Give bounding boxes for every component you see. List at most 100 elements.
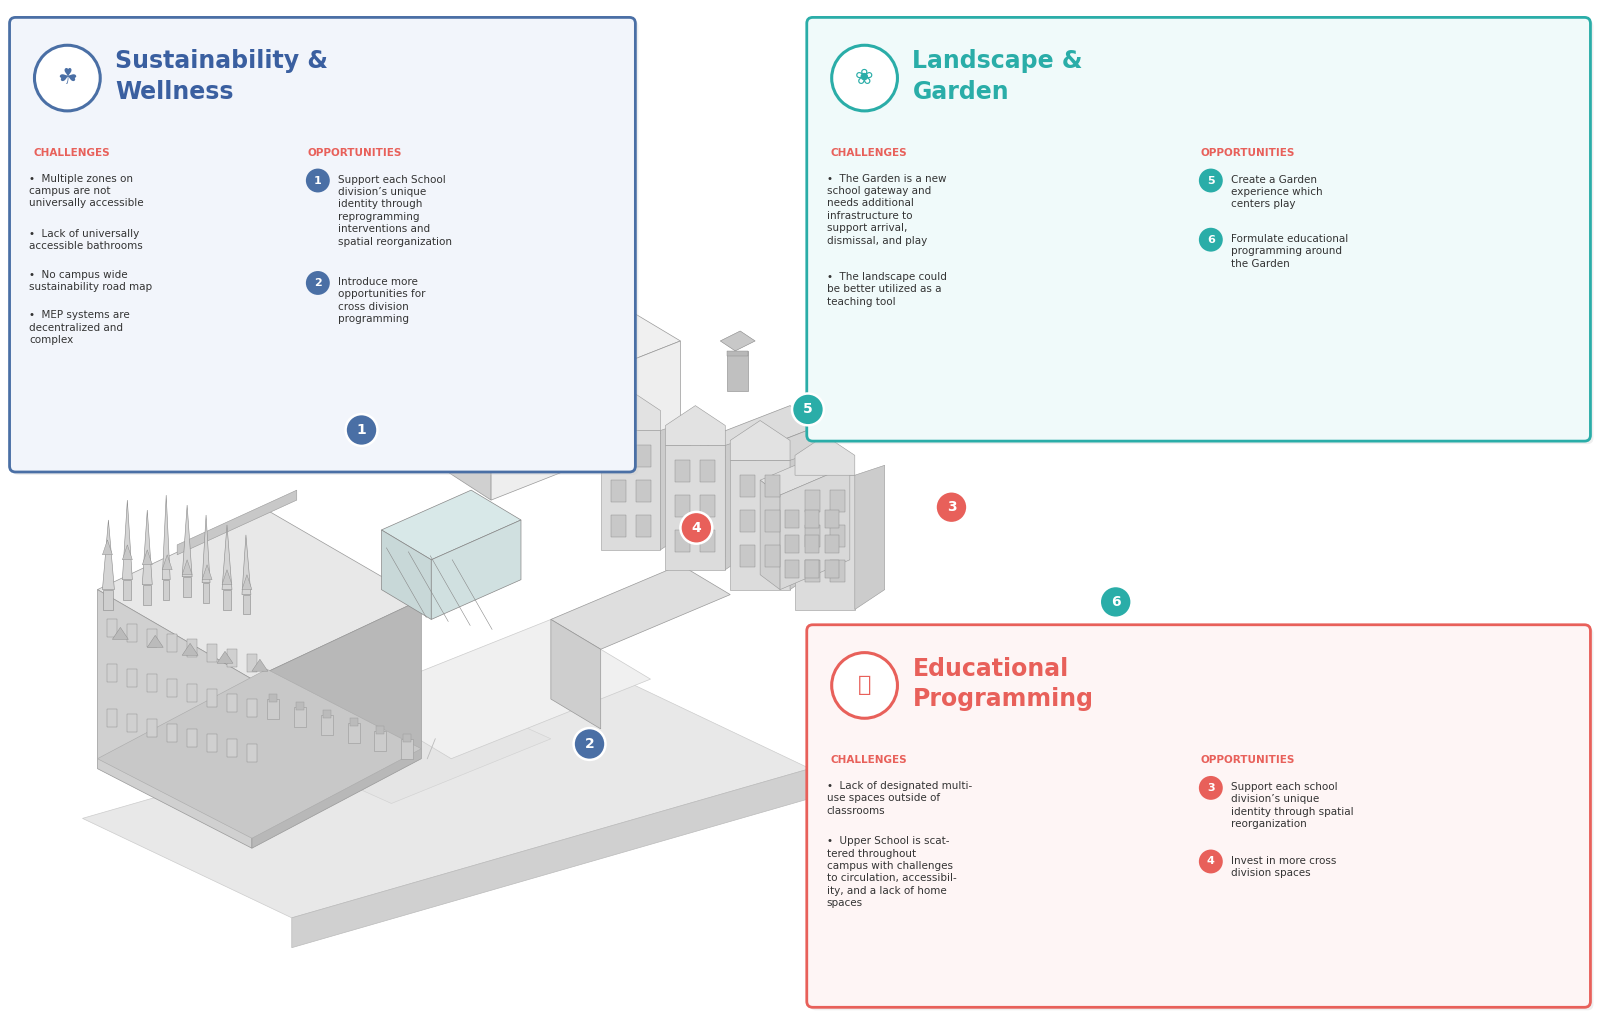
- Polygon shape: [352, 620, 651, 759]
- Polygon shape: [392, 351, 491, 500]
- Polygon shape: [147, 719, 157, 737]
- FancyBboxPatch shape: [810, 21, 1594, 444]
- Polygon shape: [222, 569, 232, 585]
- Polygon shape: [666, 406, 725, 445]
- Text: 2: 2: [314, 278, 322, 288]
- Polygon shape: [107, 709, 117, 727]
- Polygon shape: [830, 525, 845, 546]
- Polygon shape: [251, 659, 267, 671]
- Polygon shape: [854, 466, 885, 610]
- Polygon shape: [635, 515, 651, 537]
- Polygon shape: [805, 535, 819, 553]
- Polygon shape: [536, 291, 562, 303]
- Polygon shape: [291, 694, 550, 803]
- Polygon shape: [243, 594, 250, 615]
- Polygon shape: [102, 540, 112, 555]
- Polygon shape: [128, 714, 138, 732]
- Polygon shape: [269, 694, 277, 702]
- Polygon shape: [781, 466, 850, 590]
- Text: ❀: ❀: [856, 68, 874, 88]
- Polygon shape: [227, 694, 237, 712]
- Text: 🎓: 🎓: [858, 676, 872, 696]
- Polygon shape: [182, 505, 192, 576]
- Polygon shape: [600, 431, 661, 550]
- Polygon shape: [760, 480, 781, 590]
- Polygon shape: [675, 495, 690, 518]
- Polygon shape: [765, 544, 781, 567]
- Text: •  Multiple zones on
campus are not
universally accessible: • Multiple zones on campus are not unive…: [29, 174, 144, 208]
- Text: 3: 3: [1206, 782, 1214, 793]
- Polygon shape: [144, 585, 152, 604]
- Text: 3: 3: [947, 500, 957, 514]
- Polygon shape: [741, 544, 755, 567]
- Text: OPPORTUNITIES: OPPORTUNITIES: [1202, 148, 1296, 157]
- Circle shape: [306, 169, 330, 193]
- Text: OPPORTUNITIES: OPPORTUNITIES: [1202, 756, 1296, 765]
- Polygon shape: [98, 670, 421, 838]
- Polygon shape: [550, 565, 730, 649]
- Circle shape: [832, 46, 898, 111]
- Polygon shape: [741, 475, 755, 497]
- Text: 4: 4: [691, 521, 701, 535]
- Circle shape: [1198, 850, 1222, 874]
- Polygon shape: [728, 351, 749, 390]
- Polygon shape: [720, 331, 755, 351]
- Text: Introduce more
opportunities for
cross division
programming: Introduce more opportunities for cross d…: [338, 277, 426, 324]
- Polygon shape: [600, 390, 661, 431]
- Polygon shape: [728, 351, 749, 356]
- Polygon shape: [442, 312, 501, 390]
- Polygon shape: [611, 515, 626, 537]
- Polygon shape: [246, 744, 258, 762]
- Polygon shape: [218, 651, 234, 663]
- Polygon shape: [123, 580, 131, 599]
- Text: Support each School
division’s unique
identity through
reprogramming
interventio: Support each School division’s unique id…: [338, 175, 451, 246]
- Polygon shape: [501, 287, 526, 298]
- Circle shape: [35, 46, 101, 111]
- Text: 5: 5: [1206, 176, 1214, 185]
- Text: 6: 6: [1206, 235, 1214, 244]
- Polygon shape: [202, 515, 210, 583]
- Polygon shape: [147, 635, 163, 647]
- Polygon shape: [826, 510, 838, 528]
- Polygon shape: [795, 475, 854, 610]
- Polygon shape: [246, 699, 258, 717]
- Text: CHALLENGES: CHALLENGES: [830, 148, 907, 157]
- Text: CHALLENGES: CHALLENGES: [830, 756, 907, 765]
- FancyBboxPatch shape: [13, 21, 638, 475]
- Polygon shape: [790, 450, 819, 590]
- Polygon shape: [795, 436, 854, 475]
- Polygon shape: [227, 739, 237, 757]
- Circle shape: [1198, 776, 1222, 800]
- Text: •  No campus wide
sustainability road map: • No campus wide sustainability road map: [29, 269, 152, 292]
- Polygon shape: [442, 266, 621, 346]
- Polygon shape: [805, 491, 819, 512]
- Polygon shape: [675, 530, 690, 552]
- Polygon shape: [187, 684, 197, 702]
- Polygon shape: [611, 480, 626, 502]
- Text: Sustainability &
Wellness: Sustainability & Wellness: [115, 50, 328, 104]
- Polygon shape: [349, 718, 357, 726]
- Polygon shape: [294, 707, 306, 727]
- Polygon shape: [805, 525, 819, 546]
- Polygon shape: [187, 729, 197, 747]
- Polygon shape: [826, 560, 838, 578]
- Text: 1: 1: [357, 423, 366, 437]
- Circle shape: [1099, 586, 1131, 618]
- Polygon shape: [142, 510, 152, 585]
- Text: •  Lack of designated multi-
use spaces outside of
classrooms: • Lack of designated multi- use spaces o…: [827, 781, 971, 816]
- Polygon shape: [381, 530, 432, 620]
- Polygon shape: [730, 425, 819, 560]
- Polygon shape: [701, 406, 819, 461]
- Circle shape: [832, 653, 898, 718]
- Circle shape: [573, 728, 605, 760]
- Polygon shape: [203, 583, 210, 602]
- Polygon shape: [666, 445, 725, 569]
- Polygon shape: [550, 620, 600, 729]
- Polygon shape: [826, 535, 838, 553]
- Polygon shape: [432, 520, 522, 620]
- Polygon shape: [206, 689, 218, 707]
- Text: Formulate educational
programming around
the Garden: Formulate educational programming around…: [1230, 234, 1349, 268]
- Polygon shape: [320, 715, 333, 735]
- Text: Invest in more cross
division spaces: Invest in more cross division spaces: [1230, 856, 1336, 878]
- Polygon shape: [128, 624, 138, 643]
